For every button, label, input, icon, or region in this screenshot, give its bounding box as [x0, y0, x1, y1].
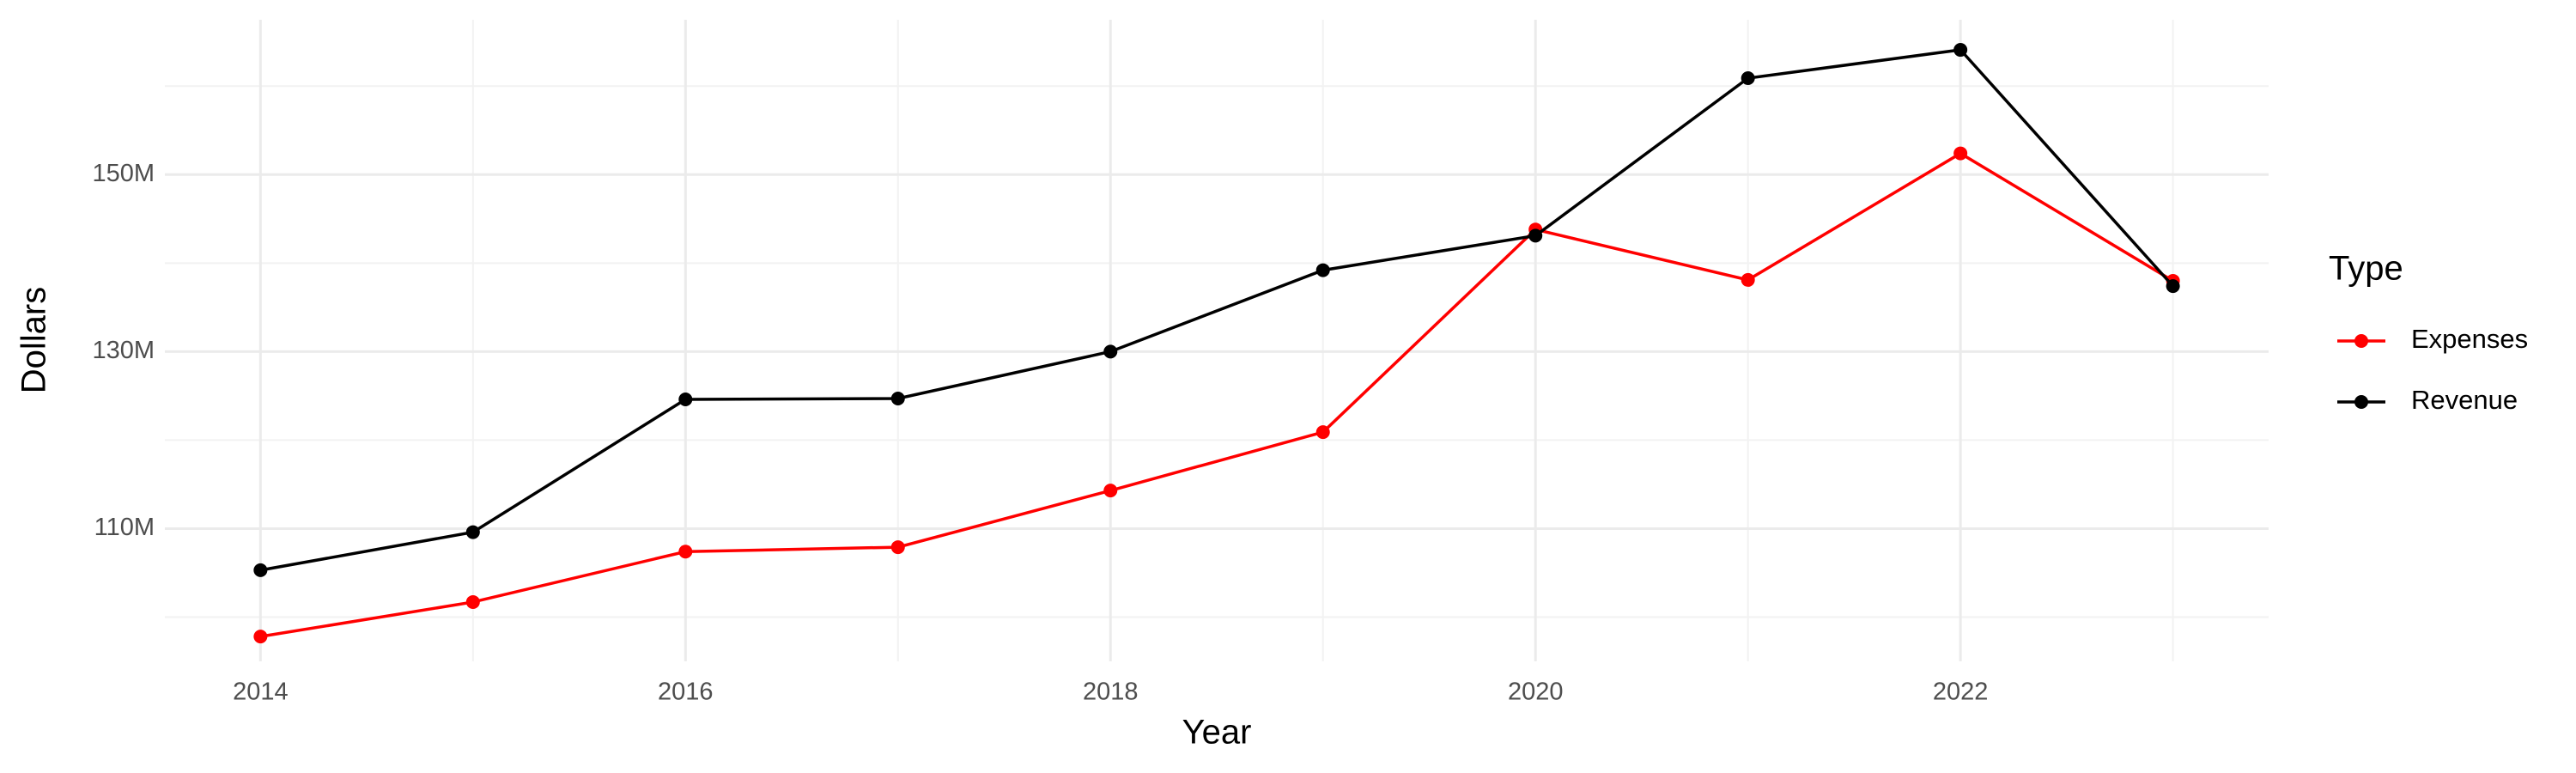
series-line	[260, 151, 2174, 638]
x-tick-label: 2016	[658, 679, 714, 706]
data-point	[253, 630, 268, 644]
data-point	[1315, 263, 1330, 277]
legend-marker	[2354, 395, 2368, 409]
data-point	[1953, 43, 1968, 58]
data-point	[678, 393, 693, 407]
y-axis-title: Dollars	[15, 287, 53, 393]
data-point	[678, 545, 693, 559]
x-tick-label: 2018	[1083, 679, 1139, 706]
legend-label: Revenue	[2411, 385, 2518, 415]
data-point	[890, 391, 905, 405]
x-tick-label: 2022	[1933, 679, 1989, 706]
legend-title: Type	[2329, 250, 2403, 288]
data-point	[1741, 71, 1755, 86]
x-axis-title: Year	[1182, 714, 1252, 752]
grid	[165, 20, 2269, 661]
series-line	[260, 48, 2174, 572]
data-point	[465, 594, 480, 609]
data-point	[2166, 279, 2180, 294]
y-tick-label: 130M	[92, 337, 155, 364]
data-point	[1315, 425, 1330, 440]
legend-label: Expenses	[2411, 324, 2528, 354]
data-point	[1953, 146, 1968, 161]
data-point	[1103, 344, 1118, 359]
data-point	[465, 525, 480, 539]
x-tick-label: 2020	[1508, 679, 1564, 706]
y-tick-label: 110M	[94, 514, 155, 541]
y-tick-label: 150M	[92, 160, 155, 187]
data-point	[1528, 228, 1543, 243]
data-point	[1741, 272, 1755, 287]
x-tick-label: 2014	[233, 679, 289, 706]
legend-marker	[2354, 334, 2368, 348]
data-point	[890, 540, 905, 555]
data-point	[1103, 484, 1118, 498]
data-point	[253, 563, 268, 577]
